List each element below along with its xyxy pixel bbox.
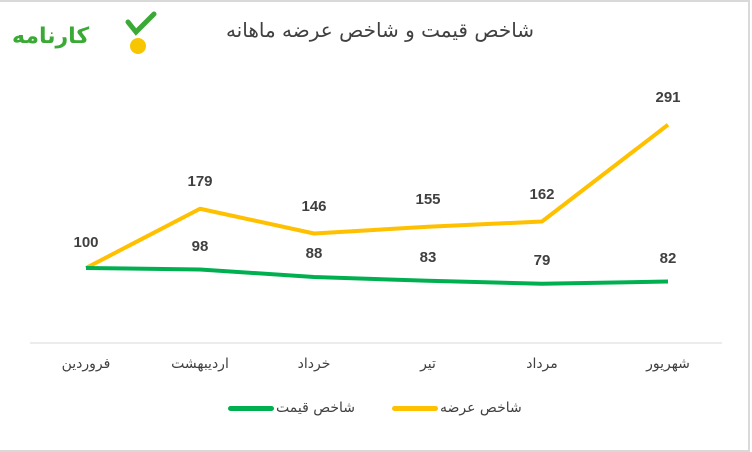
- x-axis-labels: فروردین اردیبهشت خرداد تیر مرداد شهریور: [0, 356, 752, 380]
- legend-label: شاخص عرضه: [440, 400, 522, 416]
- data-label: 98: [191, 237, 209, 255]
- series-line-price: [85, 266, 669, 286]
- legend: شاخص عرضه شاخص قیمت: [0, 400, 752, 424]
- data-label: 179: [187, 172, 213, 190]
- brand-name: کارنامه: [12, 24, 90, 49]
- legend-label: شاخص قیمت: [276, 400, 356, 416]
- x-tick-label: فروردین: [61, 356, 111, 372]
- legend-swatch-green: [228, 405, 274, 411]
- checkmark-medal-icon: [125, 11, 157, 54]
- data-label: 155: [415, 190, 441, 208]
- x-tick-label: خرداد: [297, 356, 331, 372]
- x-tick-label: شهریور: [646, 356, 690, 372]
- legend-swatch-yellow: [392, 405, 438, 411]
- data-label: 88: [305, 245, 323, 262]
- x-tick-label: اردیبهشت: [171, 356, 229, 372]
- data-label: 146: [301, 197, 327, 215]
- brand-logo: کارنامه: [8, 8, 164, 58]
- chart-title: شاخص قیمت و شاخص عرضه ماهانه: [225, 18, 535, 42]
- data-label: 79: [533, 251, 551, 269]
- data-label: 291: [655, 88, 681, 106]
- x-tick-label: تیر: [420, 356, 436, 372]
- legend-item-price[interactable]: شاخص قیمت: [228, 400, 355, 416]
- data-label: 100: [73, 234, 99, 251]
- data-label: 82: [659, 249, 677, 267]
- series-line-supply: [85, 123, 670, 270]
- data-label: 162: [529, 185, 555, 203]
- legend-item-supply[interactable]: شاخص عرضه: [392, 400, 522, 416]
- x-tick-label: مرداد: [526, 356, 558, 372]
- data-label: 83: [419, 248, 437, 266]
